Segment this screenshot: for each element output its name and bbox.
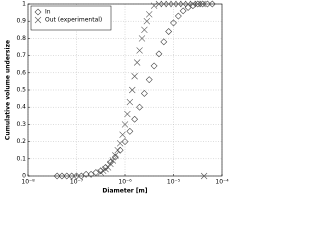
diamond-marker: [145, 76, 153, 84]
y-tick-label: 0.9: [16, 18, 26, 25]
x-marker: [170, 0, 177, 8]
x-marker: [194, 0, 201, 8]
x-marker: [189, 0, 197, 8]
diamond-marker: [116, 146, 124, 154]
x-tick-label: 10⁻⁶: [118, 179, 132, 186]
x-marker: [184, 0, 192, 8]
y-tick-label: 0.3: [16, 121, 26, 128]
x-marker: [136, 47, 143, 54]
x-marker: [155, 0, 163, 8]
diamond-marker: [189, 2, 197, 10]
legend-box: [30, 5, 112, 31]
diamond-marker: [208, 0, 216, 8]
x-marker: [146, 11, 153, 18]
legend-marker: [34, 8, 42, 16]
diamond-marker: [126, 127, 134, 135]
diamond-marker: [165, 28, 173, 35]
diamond-marker: [170, 19, 177, 27]
y-tick-label: 0.4: [16, 104, 26, 111]
diamond-marker: [111, 153, 119, 161]
x-marker: [200, 172, 208, 180]
y-tick-label: 0.1: [16, 155, 26, 162]
diamond-marker: [199, 0, 207, 8]
x-marker: [141, 26, 148, 34]
diamond-marker: [150, 62, 158, 70]
x-marker: [199, 0, 206, 8]
x-marker: [114, 146, 121, 154]
x-marker: [179, 0, 187, 8]
y-axis-label: Cumulative volume undersize: [5, 40, 12, 140]
diamond-marker: [194, 0, 202, 8]
diamond-marker: [97, 167, 105, 175]
y-tick-label: 1: [22, 1, 26, 8]
x-marker: [138, 35, 146, 42]
legend-label: In: [45, 9, 51, 16]
x-marker: [165, 0, 172, 8]
y-tick-label: 0: [22, 173, 26, 180]
diamond-marker: [58, 172, 66, 180]
x-marker: [150, 2, 158, 9]
x-marker: [160, 0, 168, 8]
diamond-marker: [73, 172, 80, 180]
legend-label: Out (experimental): [45, 17, 102, 24]
x-tick-label: 10⁻⁵: [167, 179, 181, 186]
x-tick-label: 10⁻⁸: [21, 179, 35, 186]
x-marker: [126, 98, 134, 106]
x-tick-label: 10⁻⁷: [70, 179, 84, 186]
x-marker: [133, 59, 141, 66]
background: [0, 0, 238, 197]
y-tick-label: 0.6: [16, 69, 26, 76]
y-tick-label: 0.7: [16, 52, 26, 59]
x-marker: [143, 17, 151, 25]
x-marker: [124, 110, 131, 118]
x-marker: [131, 73, 138, 80]
diamond-marker: [160, 38, 168, 46]
x-marker: [109, 157, 117, 164]
diamond-marker: [136, 103, 144, 111]
x-marker: [129, 86, 136, 94]
x-tick-label: 10⁻⁴: [215, 179, 229, 186]
chart: Diameter [m] Cumulative volume undersize…: [0, 0, 238, 197]
diamond-marker: [179, 7, 187, 15]
y-tick-label: 0.8: [16, 35, 26, 42]
x-marker: [104, 164, 112, 171]
x-marker: [121, 121, 129, 128]
diamond-marker: [68, 172, 76, 180]
x-axis-label: Diameter [m]: [102, 188, 147, 195]
diamond-marker: [140, 90, 148, 97]
y-tick-label: 0.5: [16, 87, 26, 94]
diamond-marker: [131, 115, 139, 123]
diamond-marker: [77, 172, 85, 180]
x-marker: [175, 0, 182, 8]
x-marker: [112, 152, 119, 159]
diamond-marker: [174, 12, 182, 20]
diamond-marker: [155, 50, 163, 58]
plot-frame: [27, 3, 223, 177]
diamond-marker: [53, 172, 61, 180]
diamond-marker: [92, 169, 100, 176]
x-marker: [116, 140, 124, 147]
y-tick-label: 0.2: [16, 138, 26, 145]
diamond-marker: [87, 170, 95, 178]
diamond-marker: [204, 0, 211, 8]
diamond-marker: [63, 172, 71, 180]
legend-marker: [34, 16, 42, 24]
x-marker: [107, 160, 114, 168]
diamond-marker: [82, 170, 90, 178]
x-marker: [119, 131, 126, 138]
